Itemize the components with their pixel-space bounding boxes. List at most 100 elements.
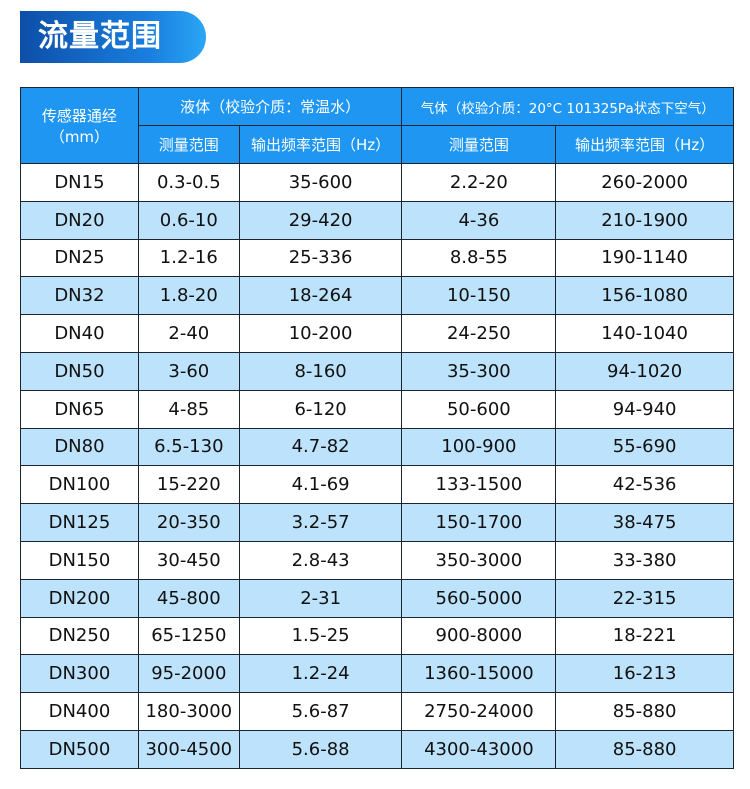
table-row: DN40 2-40 10-200 24-250 140-1040 [20, 314, 734, 353]
cell-gas-freq: 260-2000 [555, 163, 734, 202]
cell-diameter: DN150 [20, 540, 139, 580]
cell-diameter: DN80 [20, 427, 139, 467]
table-row: DN500 300-4500 5.6-88 4300-43000 85-880 [20, 729, 734, 769]
cell-diameter: DN250 [20, 616, 139, 656]
cell-diameter: DN65 [20, 389, 139, 429]
cell-liquid-freq: 6-120 [238, 389, 403, 429]
table-row: DN15 0.3-0.5 35-600 2.2-20 260-2000 [20, 163, 734, 202]
cell-liquid-range: 4-85 [137, 389, 240, 429]
cell-liquid-range: 30-450 [137, 540, 240, 580]
header-liquid: 液体（校验介质：常温水） [137, 87, 403, 126]
header-gas: 气体（校验介质：20°C 101325Pa状态下空气） [401, 87, 734, 126]
cell-gas-range: 8.8-55 [401, 238, 557, 278]
cell-gas-freq: 85-880 [555, 692, 734, 731]
cell-liquid-range: 15-220 [137, 465, 240, 505]
cell-gas-freq: 140-1040 [555, 314, 734, 353]
table-row: DN125 20-350 3.2-57 150-1700 38-475 [20, 503, 734, 542]
cell-diameter: DN50 [20, 351, 139, 391]
cell-liquid-freq: 29-420 [238, 200, 403, 240]
table-row: DN50 3-60 8-160 35-300 94-1020 [20, 351, 734, 391]
header-gas-freq: 输出频率范围（Hz） [555, 125, 734, 164]
cell-gas-range: 900-8000 [401, 616, 557, 656]
cell-liquid-range: 0.3-0.5 [137, 163, 240, 202]
cell-gas-range: 350-3000 [401, 540, 557, 580]
cell-liquid-freq: 18-264 [238, 276, 403, 316]
cell-diameter: DN200 [20, 578, 139, 618]
cell-liquid-freq: 4.1-69 [238, 465, 403, 505]
section-title: 流量范围 [20, 11, 206, 63]
header-liquid-range: 测量范围 [137, 125, 240, 164]
cell-diameter: DN300 [20, 654, 139, 694]
cell-gas-range: 150-1700 [401, 503, 557, 542]
cell-liquid-freq: 1.5-25 [238, 616, 403, 656]
header-liquid-freq: 输出频率范围（Hz） [238, 125, 403, 164]
cell-liquid-range: 3-60 [137, 351, 240, 391]
cell-gas-range: 133-1500 [401, 465, 557, 505]
cell-liquid-freq: 35-600 [238, 163, 403, 202]
cell-gas-freq: 33-380 [555, 540, 734, 580]
table-row: DN400 180-3000 5.6-87 2750-24000 85-880 [20, 692, 734, 731]
cell-gas-range: 1360-15000 [401, 654, 557, 694]
cell-gas-freq: 55-690 [555, 427, 734, 467]
cell-gas-range: 50-600 [401, 389, 557, 429]
cell-liquid-freq: 8-160 [238, 351, 403, 391]
cell-gas-freq: 22-315 [555, 578, 734, 618]
table-row: DN65 4-85 6-120 50-600 94-940 [20, 389, 734, 429]
cell-gas-freq: 210-1900 [555, 200, 734, 240]
cell-liquid-range: 300-4500 [137, 729, 240, 769]
cell-liquid-freq: 25-336 [238, 238, 403, 278]
table-row: DN250 65-1250 1.5-25 900-8000 18-221 [20, 616, 734, 656]
cell-liquid-freq: 5.6-88 [238, 729, 403, 769]
table-row: DN100 15-220 4.1-69 133-1500 42-536 [20, 465, 734, 505]
cell-diameter: DN125 [20, 503, 139, 542]
table-row: DN300 95-2000 1.2-24 1360-15000 16-213 [20, 654, 734, 694]
cell-gas-range: 35-300 [401, 351, 557, 391]
cell-gas-range: 10-150 [401, 276, 557, 316]
cell-gas-freq: 156-1080 [555, 276, 734, 316]
cell-gas-range: 4300-43000 [401, 729, 557, 769]
cell-liquid-freq: 1.2-24 [238, 654, 403, 694]
cell-gas-freq: 38-475 [555, 503, 734, 542]
cell-diameter: DN500 [20, 729, 139, 769]
cell-liquid-range: 20-350 [137, 503, 240, 542]
cell-liquid-freq: 5.6-87 [238, 692, 403, 731]
cell-gas-freq: 18-221 [555, 616, 734, 656]
header-gas-range: 测量范围 [401, 125, 557, 164]
cell-diameter: DN15 [20, 163, 139, 202]
cell-liquid-range: 180-3000 [137, 692, 240, 731]
cell-diameter: DN25 [20, 238, 139, 278]
cell-diameter: DN20 [20, 200, 139, 240]
cell-diameter: DN40 [20, 314, 139, 353]
cell-gas-freq: 42-536 [555, 465, 734, 505]
cell-diameter: DN32 [20, 276, 139, 316]
cell-liquid-range: 95-2000 [137, 654, 240, 694]
flow-range-table: 传感器通经 （mm） 液体（校验介质：常温水） 气体（校验介质：20°C 1013… [20, 87, 734, 769]
cell-liquid-freq: 4.7-82 [238, 427, 403, 467]
cell-gas-range: 2750-24000 [401, 692, 557, 731]
cell-gas-freq: 85-880 [555, 729, 734, 769]
cell-gas-freq: 190-1140 [555, 238, 734, 278]
cell-gas-range: 560-5000 [401, 578, 557, 618]
cell-liquid-range: 65-1250 [137, 616, 240, 656]
cell-gas-range: 2.2-20 [401, 163, 557, 202]
header-diameter: 传感器通经 （mm） [20, 87, 139, 164]
cell-diameter: DN400 [20, 692, 139, 731]
cell-gas-range: 4-36 [401, 200, 557, 240]
table-row: DN80 6.5-130 4.7-82 100-900 55-690 [20, 427, 734, 467]
cell-liquid-range: 0.6-10 [137, 200, 240, 240]
cell-gas-freq: 94-1020 [555, 351, 734, 391]
cell-liquid-freq: 3.2-57 [238, 503, 403, 542]
cell-liquid-freq: 2-31 [238, 578, 403, 618]
table-row: DN25 1.2-16 25-336 8.8-55 190-1140 [20, 238, 734, 278]
cell-gas-range: 24-250 [401, 314, 557, 353]
cell-liquid-range: 2-40 [137, 314, 240, 353]
cell-liquid-freq: 2.8-43 [238, 540, 403, 580]
cell-gas-freq: 94-940 [555, 389, 734, 429]
cell-liquid-range: 45-800 [137, 578, 240, 618]
table-row: DN150 30-450 2.8-43 350-3000 33-380 [20, 540, 734, 580]
table-row: DN20 0.6-10 29-420 4-36 210-1900 [20, 200, 734, 240]
cell-liquid-range: 1.2-16 [137, 238, 240, 278]
cell-liquid-range: 6.5-130 [137, 427, 240, 467]
table-row: DN32 1.8-20 18-264 10-150 156-1080 [20, 276, 734, 316]
cell-diameter: DN100 [20, 465, 139, 505]
